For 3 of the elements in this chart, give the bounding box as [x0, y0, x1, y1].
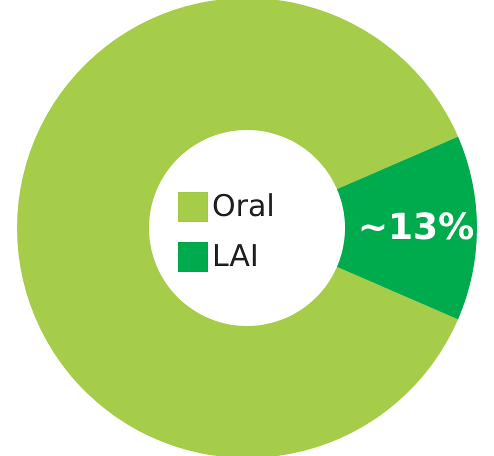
legend-label: LAI — [212, 239, 259, 274]
legend-label: Oral — [212, 189, 275, 224]
data-label: ~13% — [358, 207, 474, 248]
